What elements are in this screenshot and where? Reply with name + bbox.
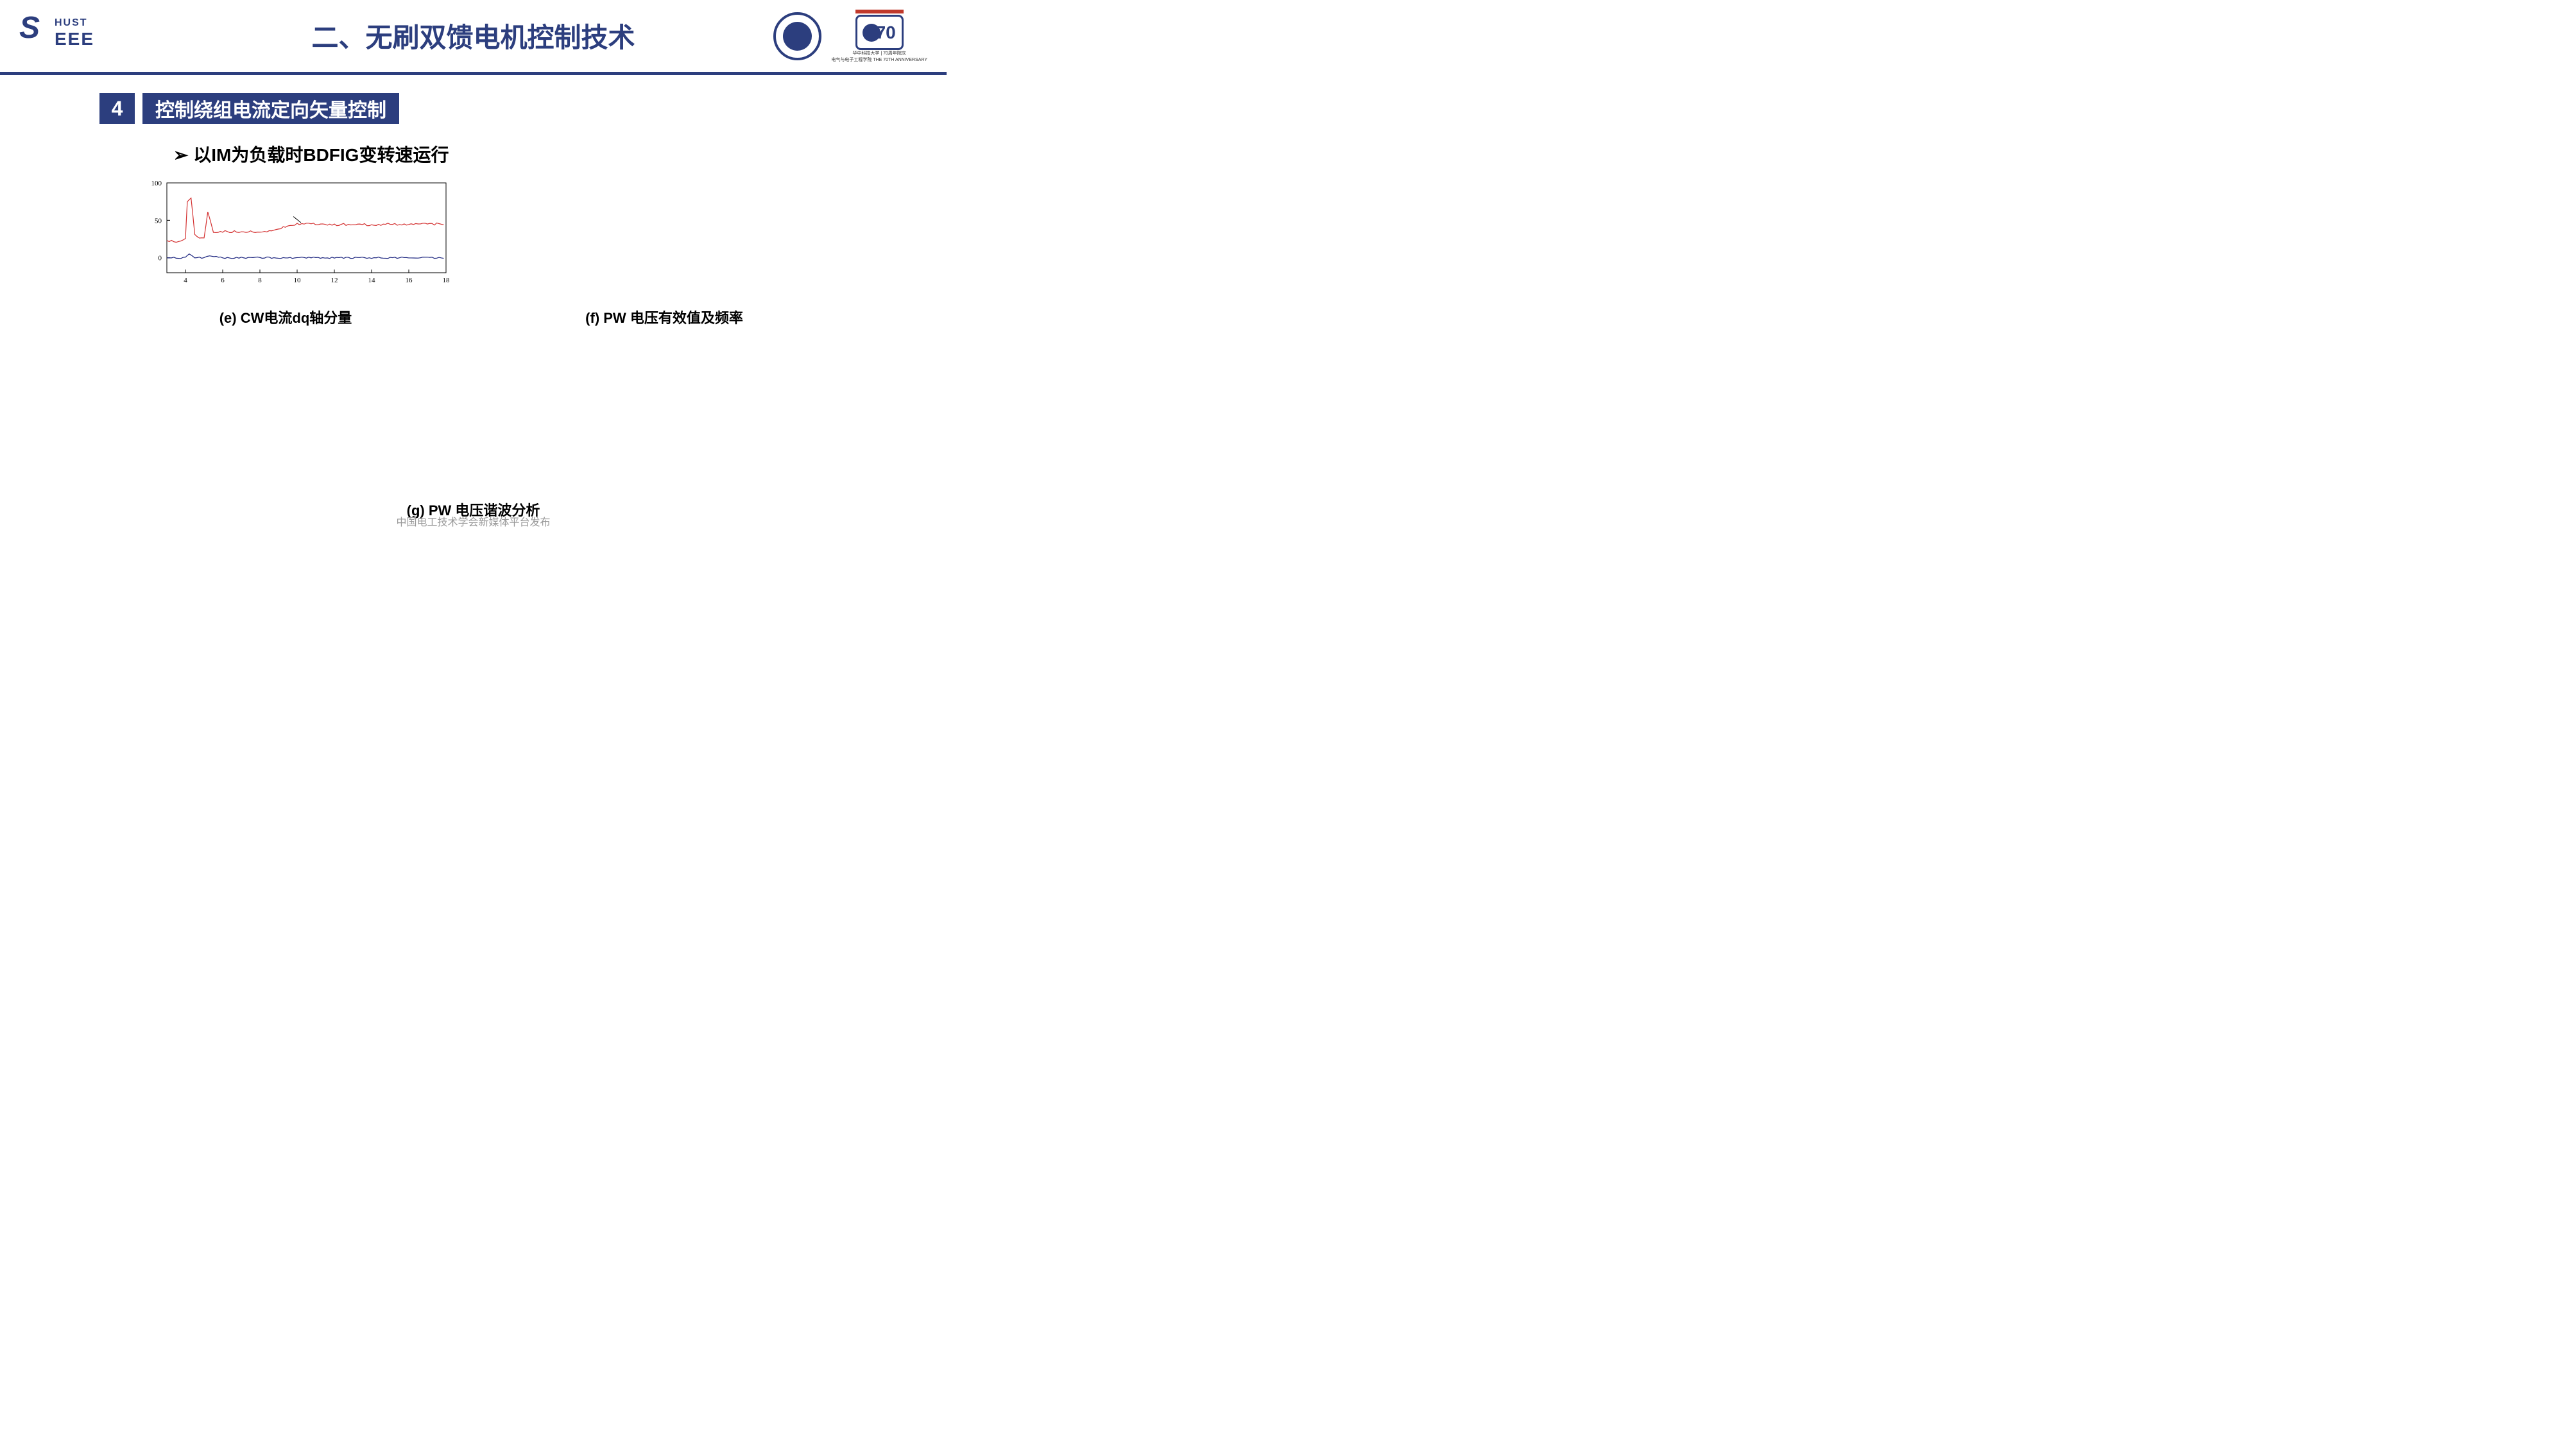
svg-text:10: 10 [294,277,302,284]
header: S HUST EEE 二、无刷双馈电机控制技术 70 华中科技大学 | 70周年… [0,0,947,74]
caption-e: (e) CW电流dq轴分量 [119,307,452,327]
slide-title: 二、无刷双馈电机控制技术 [311,16,635,55]
svg-text:18: 18 [443,277,451,284]
svg-text:50: 50 [155,217,162,225]
svg-text:12: 12 [331,277,338,284]
svg-text:0: 0 [159,255,162,262]
svg-text:8: 8 [258,277,262,284]
anniv-text1: 华中科技大学 | 70周年院庆 [852,51,906,56]
chart-e: 0 50 100 4 6 8 10 12 14 16 18 (e) CW电流dq轴分量 [119,173,452,327]
watermark: 中国电工技术学会新媒体平台发布 [396,513,550,529]
red-bar [855,10,904,13]
anniv-text2: 电气与电子工程学院 THE 70TH ANNIVERSARY [831,58,927,63]
anniv-70-icon: 70 [855,15,904,50]
logo-hust: S HUST EEE [19,16,109,48]
subheading: 以IM为负载时BDFIG变转速运行 [173,141,449,167]
caption-f: (f) PW 电压有效值及频率 [478,307,850,327]
svg-text:6: 6 [221,277,225,284]
svg-text:16: 16 [406,277,413,284]
charts-container: 0 50 100 4 6 8 10 12 14 16 18 (e) CW电流dq轴分量 (f) PW… [119,173,914,497]
anniversary-logo: 70 华中科技大学 | 70周年院庆 电气与电子工程学院 THE 70TH AN… [831,10,927,64]
section-title: 控制绕组电流定向矢量控制 [142,93,399,124]
chart-g-harmonics [485,337,728,497]
logo-eee-text: EEE [55,29,94,49]
chart-g-waveform [215,337,459,497]
section-number: 4 [99,93,135,124]
logo-hust-text: HUST [55,17,88,29]
svg-text:14: 14 [368,277,376,284]
seal-icon [773,12,821,60]
header-divider [0,72,947,75]
svg-text:100: 100 [151,180,162,187]
section-header: 4 控制绕组电流定向矢量控制 [99,93,399,124]
logo-right-group: 70 华中科技大学 | 70周年院庆 电气与电子工程学院 THE 70TH AN… [773,10,927,64]
chart-f: (f) PW 电压有效值及频率 [478,173,850,327]
svg-text:4: 4 [184,277,187,284]
logo-s: S [19,11,40,45]
